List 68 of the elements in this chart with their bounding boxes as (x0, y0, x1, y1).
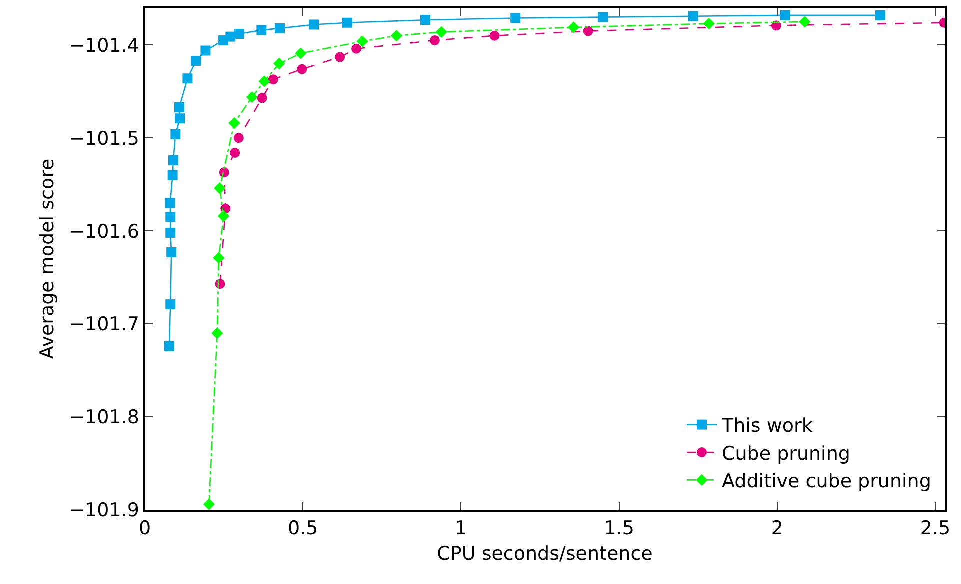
point (297, 64, 308, 74)
point (490, 30, 500, 41)
y-tick-label: −101.6 (69, 220, 140, 243)
point (799, 16, 811, 28)
y-tick-label: −101.9 (69, 500, 140, 522)
point (174, 102, 184, 112)
point (212, 328, 224, 340)
point (703, 18, 715, 30)
x-tick-label: 1.5 (604, 518, 634, 540)
point (268, 74, 278, 85)
point (166, 212, 176, 222)
point (688, 11, 698, 22)
x-tick-label: 1 (455, 518, 468, 540)
point (309, 20, 320, 30)
point (598, 12, 608, 22)
x-axis-title: CPU seconds/sentence (437, 542, 653, 565)
point (168, 155, 178, 166)
point (214, 182, 226, 194)
point (191, 56, 202, 66)
point (213, 252, 225, 264)
point (568, 22, 580, 34)
legend-label: This work (721, 415, 813, 438)
point (510, 13, 521, 24)
point (200, 46, 211, 56)
point (256, 25, 267, 36)
y-axis-title: Average model score (36, 158, 58, 360)
point (356, 36, 368, 48)
point (166, 300, 176, 310)
point (295, 48, 307, 60)
point (875, 10, 886, 20)
point (430, 36, 440, 46)
point (166, 247, 177, 258)
point (230, 148, 240, 158)
point (257, 93, 268, 104)
y-tick-label: −101.5 (69, 128, 140, 150)
point (166, 228, 176, 238)
y-tick-label: −101.8 (69, 406, 140, 429)
y-tick-label: −101.7 (69, 314, 140, 336)
y-tick-label: −101.4 (69, 34, 140, 57)
point (780, 10, 790, 20)
point (168, 170, 178, 180)
x-tick-label: 2.5 (920, 518, 951, 540)
point (218, 210, 230, 222)
point (420, 15, 430, 26)
point (246, 91, 258, 104)
point (228, 117, 240, 130)
legend-label: Additive cube pruning (722, 470, 932, 493)
point (182, 74, 193, 84)
point (164, 341, 174, 352)
point (234, 29, 244, 40)
point (436, 26, 448, 38)
point (170, 129, 181, 140)
point (583, 26, 594, 36)
x-tick-label: 2 (771, 518, 784, 540)
point (275, 23, 286, 34)
point (342, 18, 352, 28)
x-tick-label: 0.5 (288, 518, 318, 540)
point (203, 498, 216, 510)
point (175, 114, 186, 124)
point (390, 30, 403, 42)
point (335, 52, 346, 62)
point (258, 76, 270, 88)
point (274, 58, 286, 70)
point (165, 198, 176, 208)
point (352, 44, 362, 54)
point (234, 133, 244, 144)
legend-label: Cube pruning (722, 442, 850, 465)
x-tick-label: 0 (138, 518, 152, 540)
